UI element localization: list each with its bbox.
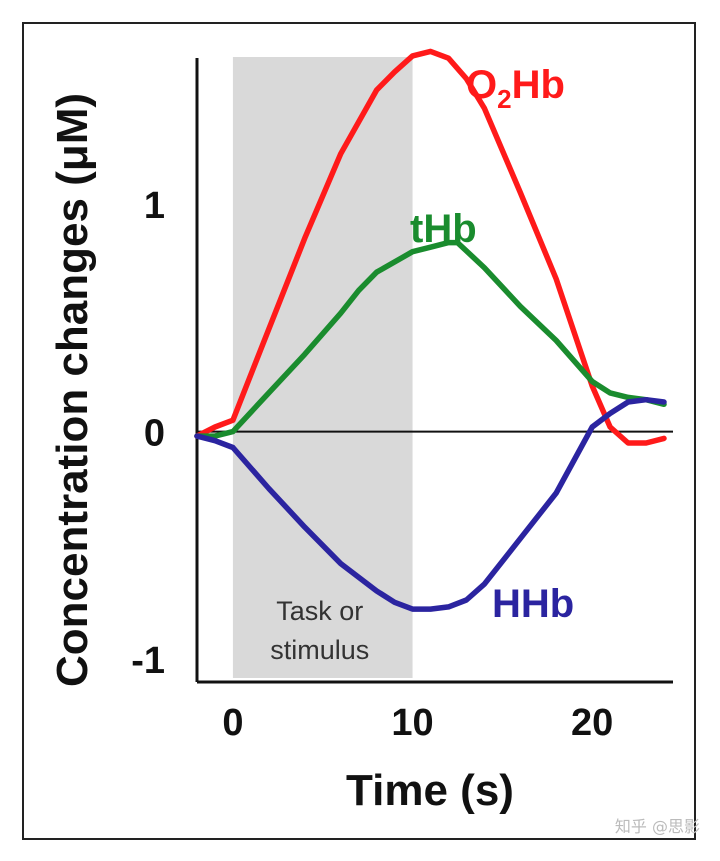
y-tick-label: 0 xyxy=(144,413,165,455)
task-shaded-region xyxy=(232,57,413,678)
x-axis-label: Time (s) xyxy=(346,766,514,815)
shaded-region-label-line1: Task or xyxy=(276,596,363,626)
y-tick-label: -1 xyxy=(131,640,165,682)
hhb-label: HHb xyxy=(492,582,574,626)
y-tick-label: 1 xyxy=(144,185,165,227)
thb-label: tHb xyxy=(410,207,477,251)
hhb-line xyxy=(194,396,667,612)
shaded-region-label-line2: stimulus xyxy=(270,635,369,665)
x-tick-label: 10 xyxy=(391,702,433,744)
watermark: 知乎 @思影 xyxy=(614,817,700,836)
o2hb-line xyxy=(194,48,667,446)
chart-frame xyxy=(22,22,696,840)
x-tick-label: 0 xyxy=(222,702,243,744)
o2hb-label: O2Hb xyxy=(466,63,565,114)
x-tick-label: 20 xyxy=(571,702,613,744)
thb-line xyxy=(194,239,667,439)
y-axis-label: Concentration changes (μM) xyxy=(48,93,97,687)
